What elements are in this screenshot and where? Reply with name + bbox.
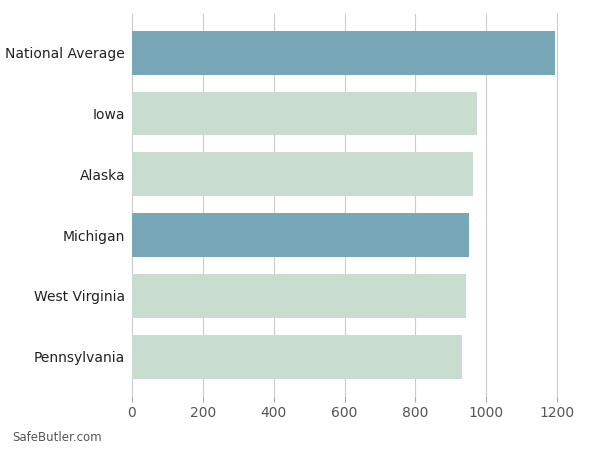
Bar — [132, 153, 473, 196]
Bar — [132, 335, 461, 378]
Bar — [132, 274, 466, 318]
Bar — [132, 213, 469, 257]
Text: SafeButler.com: SafeButler.com — [12, 431, 101, 444]
Bar — [132, 31, 556, 75]
Bar — [132, 92, 477, 135]
